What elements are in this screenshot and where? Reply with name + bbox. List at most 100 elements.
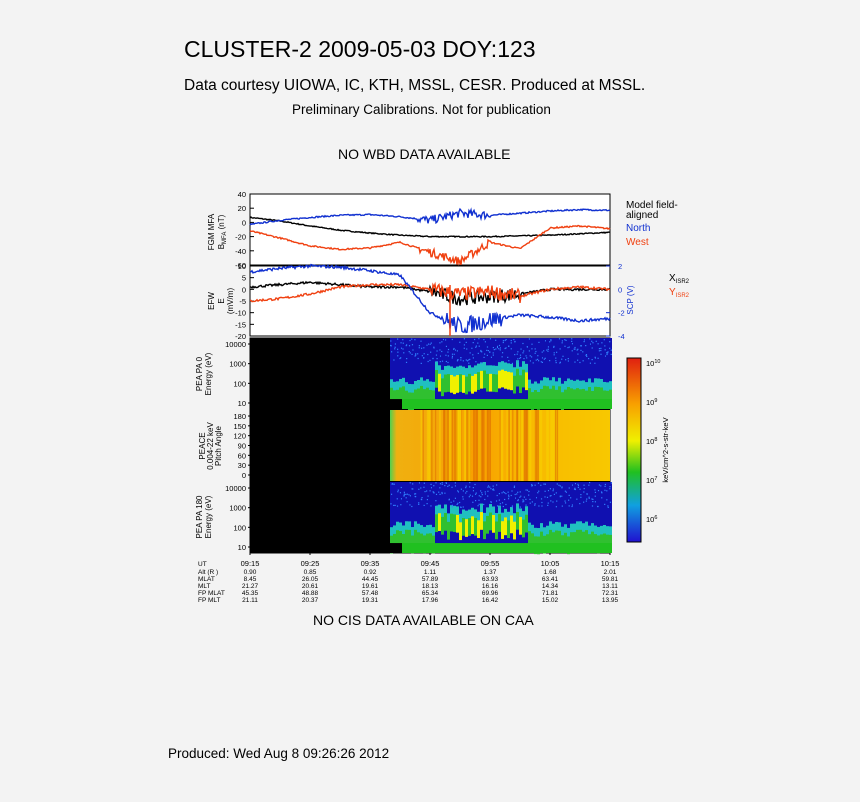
pea-pa0-column-green — [546, 386, 549, 404]
pea-pa180-speck — [561, 486, 563, 488]
pea-pa0-speck — [553, 354, 555, 356]
pea-pa180-column-bg — [426, 482, 429, 553]
peace-pitch-streak — [520, 410, 524, 481]
pea-pa0-column-low — [504, 399, 507, 409]
efw-panel-ytick-label: -15 — [235, 320, 246, 329]
pea-pa180-speck — [492, 489, 494, 491]
pea-pa0-speck — [418, 345, 420, 347]
peace-ylabel: PEACE — [198, 432, 207, 459]
pea-pa180-speck — [540, 498, 543, 500]
peace-pitch-ytick-label: 180 — [233, 412, 246, 421]
pea-pa0-speck — [504, 339, 506, 342]
page-title: CLUSTER-2 2009-05-03 DOY:123 — [184, 36, 536, 62]
pea-pa0-column-green — [495, 374, 498, 393]
pea-pa0-speck — [576, 349, 578, 351]
efw-ylabel2: E — [217, 298, 226, 303]
pea-pa180-column-low — [570, 543, 573, 553]
pea-pa180-column-green — [468, 518, 471, 536]
pea-pa180-column-low — [549, 543, 552, 553]
pea-pa180-column-bg — [432, 482, 435, 553]
fgm-model-field-aligned-line — [249, 216, 611, 239]
pea-pa180-column-low — [471, 543, 474, 553]
pea-pa0-speck — [582, 360, 584, 362]
data-courtesy-text: Data courtesy UIOWA, IC, KTH, MSSL, CESR… — [184, 77, 646, 94]
pea-pa180-speck — [487, 495, 489, 497]
pea-pa0-column-green — [438, 373, 441, 392]
pea-pa0-column-green — [456, 375, 459, 393]
pea-pa0-ytick-label: 10000 — [225, 340, 246, 349]
pea-pa0-column-bg — [546, 338, 549, 409]
pea-pa0-speck — [486, 354, 488, 356]
pea-pa0-speck — [417, 353, 419, 355]
pea-pa0-column-green — [525, 372, 528, 391]
peace-pitch-ytick-label: 30 — [238, 461, 246, 470]
pea-pa180-column-low — [507, 543, 510, 553]
peace-pitch-streak — [455, 410, 459, 481]
pea-pa180-column-low — [402, 543, 405, 553]
pea-pa180-speck — [606, 499, 608, 501]
pea-pa180-speck — [504, 492, 506, 494]
pea-pa180-speck — [589, 482, 591, 484]
pea-pa180-column-low — [534, 543, 537, 553]
pea-pa0-speck — [459, 341, 461, 343]
pea-pa180-speck — [493, 489, 495, 491]
efw-right-ytick-label: 0 — [618, 285, 622, 294]
pea-pa180-speck — [400, 504, 402, 506]
pea-pa180-speck — [534, 484, 536, 486]
pea-pa0-speck — [408, 345, 411, 347]
pea-pa180-speck — [550, 500, 552, 502]
pea-pa0-speck — [574, 361, 576, 363]
fgm-legend-aligned: aligned — [626, 210, 658, 221]
pea-pa0-speck — [550, 339, 552, 341]
pea-pa0-speck — [466, 360, 469, 362]
pea-pa0-column-bg — [579, 338, 582, 409]
ephemeris-value: 13.11 — [602, 583, 618, 590]
pea-pa180-speck — [511, 490, 513, 492]
ephemeris-value: 2.01 — [604, 569, 617, 576]
pea-pa0-column-bg — [408, 338, 411, 409]
pea-pa0-speck — [571, 350, 573, 352]
pea-pa180-column-green — [573, 532, 576, 550]
pea-pa180-column-low — [552, 543, 555, 553]
pea-pa0-column-bg — [597, 338, 600, 409]
pea-pa0-speck — [394, 348, 396, 350]
peace-pitch-streak — [448, 410, 450, 481]
pea-pa180-speck — [516, 493, 518, 495]
efw-legend-x: XISR2 — [669, 273, 690, 285]
pea-pa0-column-green — [480, 370, 483, 389]
pea-pa0-speck — [441, 341, 443, 343]
pea-pa0-column-bg — [582, 338, 585, 409]
pea-pa180-speck — [508, 496, 510, 498]
pea-pa180-column-green — [528, 531, 531, 549]
pea-pa0-speck — [553, 352, 555, 354]
pea-pa180-speck — [412, 483, 414, 485]
pea-pa0-speck — [496, 345, 499, 347]
pea-pa0-speck — [505, 339, 507, 341]
pea-pa0-speck — [426, 344, 428, 346]
pea-pa180-speck — [561, 495, 563, 497]
pea-pa0-speck — [436, 361, 438, 363]
pea-pa180-column-green — [564, 532, 567, 551]
pea-pa0-column-green — [483, 370, 486, 389]
pea-pa180-column-green — [429, 533, 432, 552]
pea-pa180-speck — [552, 490, 554, 492]
ephemeris-value: 72.31 — [602, 590, 619, 597]
efw-ylabel-unit: (mV/m) — [226, 288, 235, 315]
pea-pa0-speck — [603, 339, 605, 341]
pea-pa0-speck — [444, 339, 447, 341]
pea-pa180-speck — [474, 483, 476, 486]
pea-pa0-column-low — [573, 399, 576, 409]
pea-pa180-column-bg — [585, 482, 588, 553]
pea-pa180-column-low — [531, 543, 534, 553]
pea-pa180-speck — [465, 492, 467, 494]
pea-pa180-column-green — [498, 514, 501, 532]
pea-pa0-speck — [543, 358, 545, 360]
pea-pa180-column-green — [462, 518, 465, 536]
pea-pa0-speck — [421, 355, 423, 357]
pea-pa0-speck — [541, 361, 544, 363]
pea-pa0-column-low — [489, 399, 492, 409]
pea-pa180-speck — [577, 483, 579, 485]
pea-pa180-speck — [435, 493, 438, 495]
pea-pa0-column-green — [534, 390, 537, 408]
pea-pa0-speck — [556, 351, 558, 353]
